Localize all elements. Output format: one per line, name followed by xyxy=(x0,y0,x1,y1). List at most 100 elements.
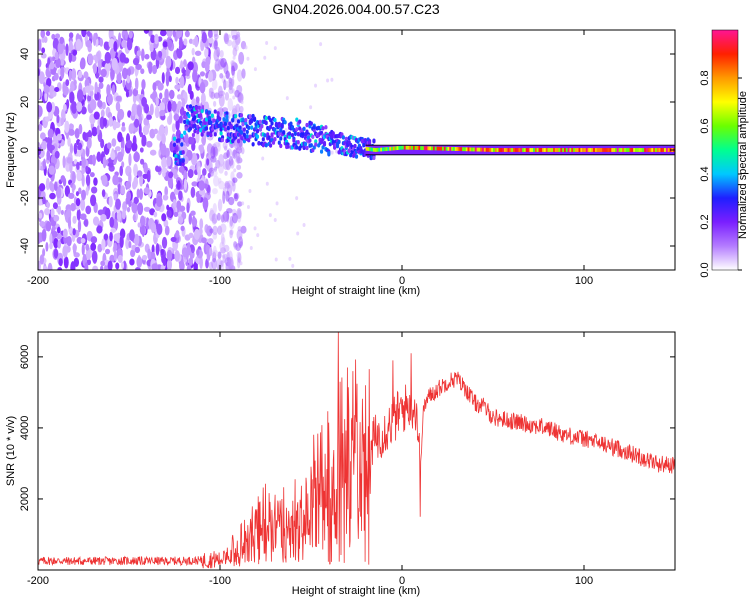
snr-ytick-label: 2000 xyxy=(19,487,31,511)
heatmap-cell xyxy=(199,128,203,133)
heatmap-cell xyxy=(196,129,200,135)
heatmap-cell xyxy=(46,201,51,209)
heatmap-cell xyxy=(312,125,316,130)
heatmap-cell xyxy=(244,117,248,123)
heatmap-cell xyxy=(150,93,156,100)
heatmap-cell xyxy=(200,92,206,106)
heatmap-cell xyxy=(220,233,225,245)
heatmap-cell xyxy=(210,91,216,100)
snr-xtick-label: 0 xyxy=(399,575,405,587)
heatmap-cell xyxy=(209,132,213,138)
heatmap-cell xyxy=(62,85,69,96)
heatmap-cell xyxy=(225,70,230,80)
heatmap-cell xyxy=(279,136,283,141)
heatmap-cell xyxy=(132,214,136,222)
heatmap-cell xyxy=(205,258,209,269)
heatmap-cell xyxy=(93,177,98,186)
heatmap-cell xyxy=(434,146,437,151)
spectrogram-ytick-label: 40 xyxy=(19,48,31,60)
heatmap-cell xyxy=(46,101,53,113)
heatmap-cell xyxy=(75,197,81,207)
heatmap-cell xyxy=(174,66,181,75)
heatmap-cell xyxy=(113,40,118,52)
heatmap-cell xyxy=(212,245,217,257)
heatmap-cell xyxy=(141,224,145,238)
heatmap-cell xyxy=(218,153,225,167)
heatmap-cell xyxy=(644,148,647,152)
heatmap-cell xyxy=(121,125,126,132)
heatmap-cell xyxy=(119,235,124,249)
heatmap-cell xyxy=(39,221,46,228)
heatmap-cell xyxy=(234,193,239,202)
heatmap-cell xyxy=(100,68,107,78)
snr-series-line xyxy=(38,332,675,569)
heatmap-cell xyxy=(584,148,586,152)
heatmap-cell xyxy=(213,40,218,50)
heatmap-cell xyxy=(186,202,190,214)
heatmap-cell xyxy=(236,138,241,144)
heatmap-cell xyxy=(523,148,526,152)
heatmap-cell xyxy=(445,146,448,151)
heatmap-cell xyxy=(133,233,140,246)
heatmap-cell xyxy=(634,148,637,152)
heatmap-cell xyxy=(203,120,207,126)
heatmap-cell xyxy=(133,196,139,205)
heatmap-cell xyxy=(60,66,65,80)
heatmap-cell xyxy=(122,79,126,88)
heatmap-cell xyxy=(232,47,238,57)
heatmap-cell xyxy=(350,149,354,155)
heatmap-cell xyxy=(199,256,203,269)
heatmap-cell xyxy=(427,146,430,151)
heatmap-cell xyxy=(38,123,43,132)
heatmap-cell xyxy=(125,90,130,98)
heatmap-cell xyxy=(369,147,372,152)
heatmap-cell xyxy=(206,131,210,136)
heatmap-cell xyxy=(514,148,517,152)
heatmap-cell xyxy=(494,148,497,152)
heatmap-cell xyxy=(296,131,300,137)
heatmap-cell xyxy=(93,63,98,75)
heatmap-cell xyxy=(55,33,61,39)
heatmap-cell xyxy=(498,148,501,152)
heatmap-cell xyxy=(268,117,273,123)
snr-panel: -200 -100 0 100 6000 4000 2000 Height of strai… xyxy=(5,331,676,597)
heatmap-cell xyxy=(273,117,277,123)
heatmap-cell xyxy=(236,164,242,171)
heatmap-cell xyxy=(153,128,158,135)
heatmap-cell xyxy=(86,131,93,138)
heatmap-cell xyxy=(108,195,113,208)
heatmap-cell xyxy=(133,151,140,163)
heatmap-cell xyxy=(90,236,98,244)
heatmap-cell xyxy=(171,100,177,112)
heatmap-cell xyxy=(531,148,534,152)
heatmap-cell xyxy=(365,146,368,151)
heatmap-cell xyxy=(164,186,168,197)
heatmap-cell xyxy=(76,89,84,103)
heatmap-cell xyxy=(102,117,108,127)
heatmap-cell xyxy=(367,147,370,151)
heatmap-cell xyxy=(126,191,132,202)
heatmap-cell xyxy=(616,148,619,152)
heatmap-cell xyxy=(591,148,594,152)
heatmap-cell xyxy=(207,115,212,121)
heatmap-cell xyxy=(52,202,58,210)
snr-frame xyxy=(37,331,676,571)
heatmap-cell xyxy=(440,146,443,151)
heatmap-cell xyxy=(263,55,267,60)
heatmap-cell xyxy=(108,38,115,49)
heatmap-cell xyxy=(82,148,86,159)
heatmap-cell xyxy=(255,129,260,134)
heatmap-cell xyxy=(614,148,617,152)
heatmap-cell xyxy=(593,148,596,152)
heatmap-cell xyxy=(57,267,63,270)
heatmap-cell xyxy=(223,127,228,132)
heatmap-cell xyxy=(264,120,268,126)
heatmap-cell xyxy=(520,148,523,152)
heatmap-cell xyxy=(185,69,190,77)
heatmap-cell xyxy=(55,186,62,199)
heatmap-cell xyxy=(49,233,53,244)
heatmap-cell xyxy=(117,254,123,263)
heatmap-cell xyxy=(190,186,196,198)
heatmap-cell xyxy=(133,118,140,128)
heatmap-cell xyxy=(565,148,568,152)
